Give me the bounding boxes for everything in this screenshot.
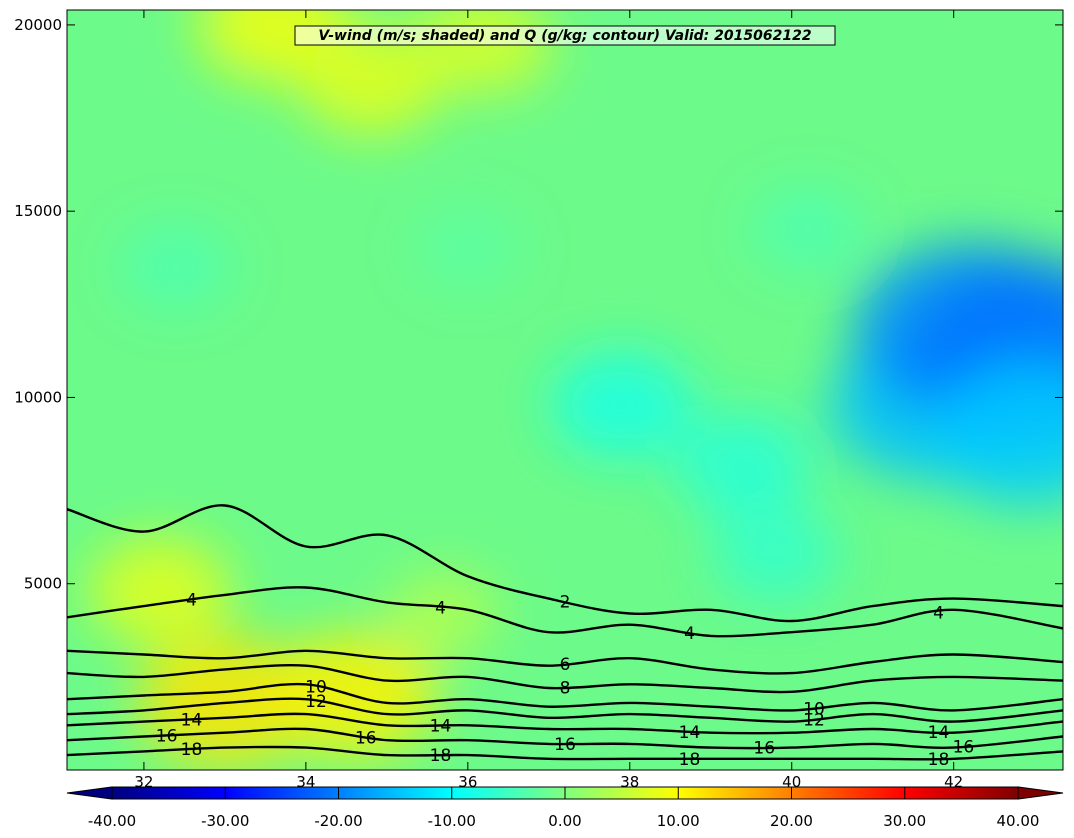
colorbar-tick-label: -20.00 <box>314 812 362 830</box>
contour-label: 4 <box>186 591 197 611</box>
contour-label: 4 <box>933 604 944 624</box>
y-tick-label: 15000 <box>14 202 62 220</box>
contour-label: 18 <box>928 750 950 770</box>
contour-label: 16 <box>953 738 975 758</box>
contour-line-16 <box>67 727 1063 750</box>
contour-label: 14 <box>928 723 950 743</box>
colorbar-extend-min <box>66 786 113 800</box>
shaded-field-layer <box>88 10 1063 769</box>
contour-line-4 <box>67 586 1063 638</box>
contour-label: 12 <box>803 711 825 731</box>
shaded-patch <box>120 225 233 310</box>
contour-label: 4 <box>684 624 695 644</box>
contour-line-18 <box>67 745 1063 761</box>
colorbar-tick-label: 10.00 <box>657 812 700 830</box>
colorbar-tick-label: -10.00 <box>428 812 476 830</box>
contour-label: 2 <box>560 593 571 613</box>
y-tick-label: 5000 <box>24 575 62 593</box>
colorbar-tick-label: -40.00 <box>88 812 136 830</box>
contour-layer <box>67 504 1063 761</box>
colorbar-tick-label: -30.00 <box>201 812 249 830</box>
contour-label: 16 <box>355 728 377 748</box>
shaded-patch <box>549 350 694 459</box>
contour-label: 18 <box>679 750 701 770</box>
colorbar-ticks: -40.00 -30.00 -20.00 -10.00 0.00 10.00 20.00 30… <box>88 787 1040 830</box>
colorbar: -40.00 -30.00 -20.00 -10.00 0.00 10.00 20.00 30… <box>66 786 1064 830</box>
y-tick-label: 10000 <box>14 388 62 406</box>
contour-line-10 <box>67 682 1063 712</box>
colorbar-tick-label: 30.00 <box>883 812 926 830</box>
contour-label: 18 <box>181 740 203 760</box>
colorbar-tick-label: 40.00 <box>997 812 1040 830</box>
shaded-patch <box>711 505 840 602</box>
colorbar-tick-label: 0.00 <box>548 812 581 830</box>
contour-label: 6 <box>560 655 571 675</box>
contour-label: 4 <box>435 598 446 618</box>
contour-label: 8 <box>560 678 571 698</box>
shaded-patch <box>88 537 233 646</box>
contour-label: 14 <box>181 710 203 730</box>
shaded-patch <box>387 571 500 656</box>
contour-label: 14 <box>679 723 701 743</box>
contour-line-6 <box>67 649 1063 675</box>
y-tick-label: 20000 <box>14 16 62 34</box>
contour-label: 16 <box>156 726 178 746</box>
chart-title: V-wind (m/s; shaded) and Q (g/kg; contou… <box>318 28 811 44</box>
shaded-patch <box>751 187 864 272</box>
colorbar-extend-max <box>1017 786 1064 800</box>
chart-title-background <box>294 25 836 46</box>
shaded-patch <box>930 362 1063 507</box>
contour-label: 10 <box>803 699 825 719</box>
contour-line-8 <box>67 663 1063 694</box>
shaded-patch <box>415 209 520 288</box>
contour-label: 16 <box>753 739 775 759</box>
colorbar-tick-label: 20.00 <box>770 812 813 830</box>
contour-label: 12 <box>305 692 327 712</box>
contour-label: 10 <box>305 678 327 698</box>
shaded-patch <box>298 26 443 135</box>
contour-label: 14 <box>430 716 452 736</box>
plot-frame <box>66 9 1064 771</box>
contour-line-2 <box>67 504 1063 623</box>
contour-line-14 <box>67 712 1063 735</box>
contour-line-12 <box>67 697 1063 723</box>
contour-label: 16 <box>554 735 576 755</box>
y-axis: 5000 10000 15000 20000 <box>14 16 1063 593</box>
contour-label: 18 <box>430 746 452 766</box>
chart-title-box: V-wind (m/s; shaded) and Q (g/kg; contou… <box>294 25 836 46</box>
shaded-patch <box>675 413 812 516</box>
